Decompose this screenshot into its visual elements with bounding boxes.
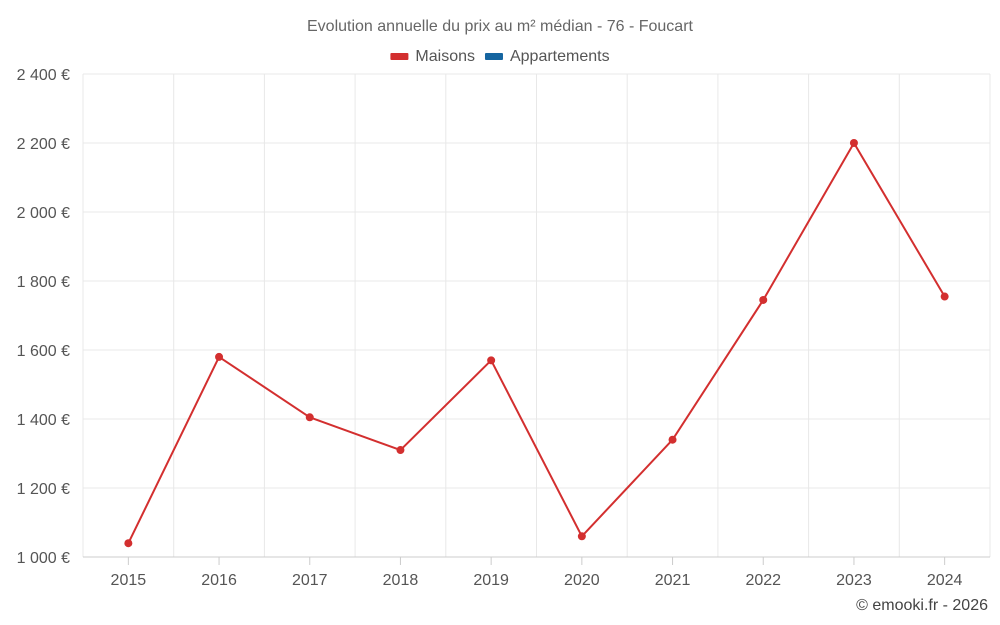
legend-swatch	[390, 53, 409, 60]
x-tick-label: 2018	[383, 572, 419, 589]
series	[124, 139, 949, 548]
y-tick-label: 1 800 €	[17, 274, 70, 291]
y-tick-label: 1 000 €	[17, 550, 70, 567]
legend: Maisons Appartements	[390, 48, 610, 65]
y-tick-label: 1 600 €	[17, 343, 70, 360]
x-tick-label: 2016	[201, 572, 237, 589]
legend-item-appartements[interactable]: Appartements	[484, 48, 610, 65]
data-point[interactable]	[668, 435, 677, 444]
x-axis-ticks: 2015 2016 2017 2018 2019 2020 2021 2022 2023 2024	[111, 557, 963, 589]
x-tick-label: 2019	[473, 572, 509, 589]
data-point[interactable]	[577, 532, 586, 541]
x-tick-label: 2022	[745, 572, 781, 589]
x-tick-label: 2015	[111, 572, 147, 589]
y-tick-label: 1 200 €	[17, 481, 70, 498]
data-point[interactable]	[759, 295, 768, 304]
x-tick-label: 2021	[655, 572, 691, 589]
grid-lines	[82, 73, 991, 558]
chart-title: Evolution annuelle du prix au m² médian …	[307, 18, 694, 35]
x-tick-label: 2020	[564, 572, 600, 589]
legend-label: Maisons	[415, 48, 475, 65]
x-tick-label: 2023	[836, 572, 872, 589]
data-point[interactable]	[305, 413, 314, 422]
credit-text: © emooki.fr - 2026	[856, 597, 988, 614]
x-tick-label: 2024	[927, 572, 963, 589]
y-axis-ticks: 1 000 € 1 200 € 1 400 € 1 600 € 1 800 € 2 000…	[17, 67, 70, 567]
data-point[interactable]	[487, 356, 496, 365]
data-point[interactable]	[849, 139, 858, 147]
data-point[interactable]	[396, 446, 405, 455]
y-tick-label: 2 200 €	[17, 136, 70, 153]
y-tick-label: 2 400 €	[17, 67, 70, 84]
legend-label: Appartements	[510, 48, 610, 65]
x-tick-label: 2017	[292, 572, 328, 589]
series-line-maisons	[127, 142, 946, 544]
data-point[interactable]	[215, 352, 224, 361]
y-tick-label: 1 400 €	[17, 412, 70, 429]
legend-swatch	[484, 53, 503, 60]
legend-item-maisons[interactable]: Maisons	[390, 48, 475, 65]
y-tick-label: 2 000 €	[17, 205, 70, 222]
data-point[interactable]	[124, 539, 133, 548]
data-point[interactable]	[940, 292, 949, 301]
